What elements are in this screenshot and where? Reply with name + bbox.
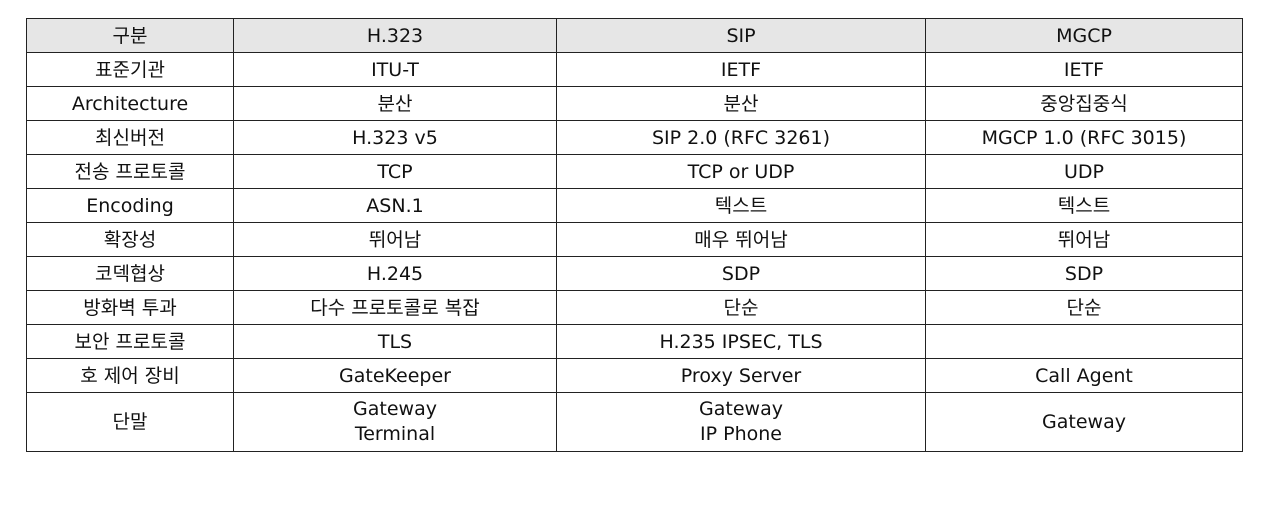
cell-text: Terminal	[354, 423, 436, 445]
cell-text: 단순	[723, 296, 759, 319]
table-row: Architecture 분산 분산 중앙집중식	[26, 86, 1243, 121]
cell-h323: 분산	[233, 86, 557, 121]
cell-text: 분산	[723, 92, 759, 115]
table-row: 표준기관 ITU-T IETF IETF	[26, 52, 1243, 87]
cell-sip: 매우 뛰어남	[556, 222, 926, 257]
row-label: 코덱협상	[26, 256, 234, 291]
table-row: 전송 프로토콜 TCP TCP or UDP UDP	[26, 154, 1243, 189]
cell-text: SIP 2.0 (RFC 3261)	[651, 126, 831, 149]
header-row: 구분 H.323 SIP MGCP	[26, 18, 1243, 53]
header-h323: H.323	[233, 18, 557, 53]
cell-h323: GateKeeper	[233, 358, 557, 393]
cell-text: UDP	[1064, 160, 1104, 183]
cell-text: 텍스트	[1057, 194, 1111, 217]
cell-sip: Gateway IP Phone	[556, 392, 926, 452]
cell-text: ASN.1	[366, 194, 424, 217]
cell-text: Proxy Server	[680, 364, 802, 387]
cell-sip: H.235 IPSEC, TLS	[556, 324, 926, 359]
cell-sip: 텍스트	[556, 188, 926, 223]
cell-text: H.235 IPSEC, TLS	[659, 330, 823, 353]
table-row: 방화벽 투과 다수 프로토콜로 복잡 단순 단순	[26, 290, 1243, 325]
row-label: 방화벽 투과	[26, 290, 234, 325]
cell-h323: TLS	[233, 324, 557, 359]
cell-mgcp: 중앙집중식	[925, 86, 1243, 121]
protocol-comparison-table: 구분 H.323 SIP MGCP 표준기관 ITU-T IETF IETF Archi…	[26, 18, 1243, 452]
cell-h323: H.245	[233, 256, 557, 291]
cell-mgcp: UDP	[925, 154, 1243, 189]
row-label: Architecture	[26, 86, 234, 121]
header-sip: SIP	[556, 18, 926, 53]
cell-sip: 분산	[556, 86, 926, 121]
cell-text: GateKeeper	[339, 364, 451, 387]
cell-text: 다수 프로토콜로 복잡	[310, 296, 480, 319]
table-row: Encoding ASN.1 텍스트 텍스트	[26, 188, 1243, 223]
row-label: 보안 프로토콜	[26, 324, 234, 359]
cell-mgcp: 단순	[925, 290, 1243, 325]
cell-sip: Proxy Server	[556, 358, 926, 393]
cell-text: 중앙집중식	[1040, 92, 1128, 115]
row-label: 전송 프로토콜	[26, 154, 234, 189]
cell-text: TCP	[377, 160, 413, 183]
table-header: 구분 H.323 SIP MGCP	[26, 18, 1243, 53]
cell-h323: Gateway Terminal	[233, 392, 557, 452]
table-row: 호 제어 장비 GateKeeper Proxy Server Call Agent	[26, 358, 1243, 393]
cell-h323: H.323 v5	[233, 120, 557, 155]
cell-mgcp: 뛰어남	[925, 222, 1243, 257]
cell-text: IETF	[720, 58, 762, 81]
row-label: 표준기관	[26, 52, 234, 87]
cell-text: 뛰어남	[368, 228, 422, 251]
cell-h323: ITU-T	[233, 52, 557, 87]
row-label: 단말	[26, 392, 234, 452]
cell-text: Gateway	[1042, 410, 1126, 433]
cell-text: ITU-T	[371, 58, 419, 81]
cell-mgcp	[925, 324, 1243, 359]
cell-mgcp: MGCP 1.0 (RFC 3015)	[925, 120, 1243, 155]
cell-text: Gateway	[699, 398, 783, 420]
cell-text: H.323 v5	[352, 126, 438, 149]
cell-h323: 뛰어남	[233, 222, 557, 257]
cell-sip: SIP 2.0 (RFC 3261)	[556, 120, 926, 155]
cell-text: TCP or UDP	[687, 160, 795, 183]
table-row: 보안 프로토콜 TLS H.235 IPSEC, TLS	[26, 324, 1243, 359]
table-row: 코덱협상 H.245 SDP SDP	[26, 256, 1243, 291]
cell-text: Call Agent	[1035, 364, 1133, 387]
cell-text: H.245	[366, 262, 424, 285]
row-label: 호 제어 장비	[26, 358, 234, 393]
row-label: 확장성	[26, 222, 234, 257]
cell-h323: 다수 프로토콜로 복잡	[233, 290, 557, 325]
cell-sip: IETF	[556, 52, 926, 87]
row-label: Encoding	[26, 188, 234, 223]
cell-sip: 단순	[556, 290, 926, 325]
cell-text: 텍스트	[714, 194, 768, 217]
cell-text: IETF	[1063, 58, 1105, 81]
cell-text: Gateway	[353, 398, 437, 420]
cell-mgcp: 텍스트	[925, 188, 1243, 223]
cell-h323: ASN.1	[233, 188, 557, 223]
cell-mgcp: SDP	[925, 256, 1243, 291]
cell-sip: TCP or UDP	[556, 154, 926, 189]
cell-text: TLS	[377, 330, 413, 353]
cell-text: 단순	[1066, 296, 1102, 319]
cell-text: SDP	[721, 262, 761, 285]
cell-mgcp: Gateway	[925, 392, 1243, 452]
cell-text: IP Phone	[700, 423, 782, 445]
table-row: 최신버전 H.323 v5 SIP 2.0 (RFC 3261) MGCP 1.0 (…	[26, 120, 1243, 155]
cell-text: 분산	[377, 92, 413, 115]
header-category: 구분	[26, 18, 234, 53]
cell-sip: SDP	[556, 256, 926, 291]
cell-text: 뛰어남	[1057, 228, 1111, 251]
cell-mgcp: IETF	[925, 52, 1243, 87]
header-mgcp: MGCP	[925, 18, 1243, 53]
table-row: 단말 Gateway Terminal Gateway IP Phone Gateway	[26, 392, 1243, 452]
cell-mgcp: Call Agent	[925, 358, 1243, 393]
cell-text: 매우 뛰어남	[694, 228, 788, 251]
row-label: 최신버전	[26, 120, 234, 155]
cell-h323: TCP	[233, 154, 557, 189]
cell-text: SDP	[1064, 262, 1104, 285]
table-row: 확장성 뛰어남 매우 뛰어남 뛰어남	[26, 222, 1243, 257]
cell-text: MGCP 1.0 (RFC 3015)	[981, 126, 1187, 149]
